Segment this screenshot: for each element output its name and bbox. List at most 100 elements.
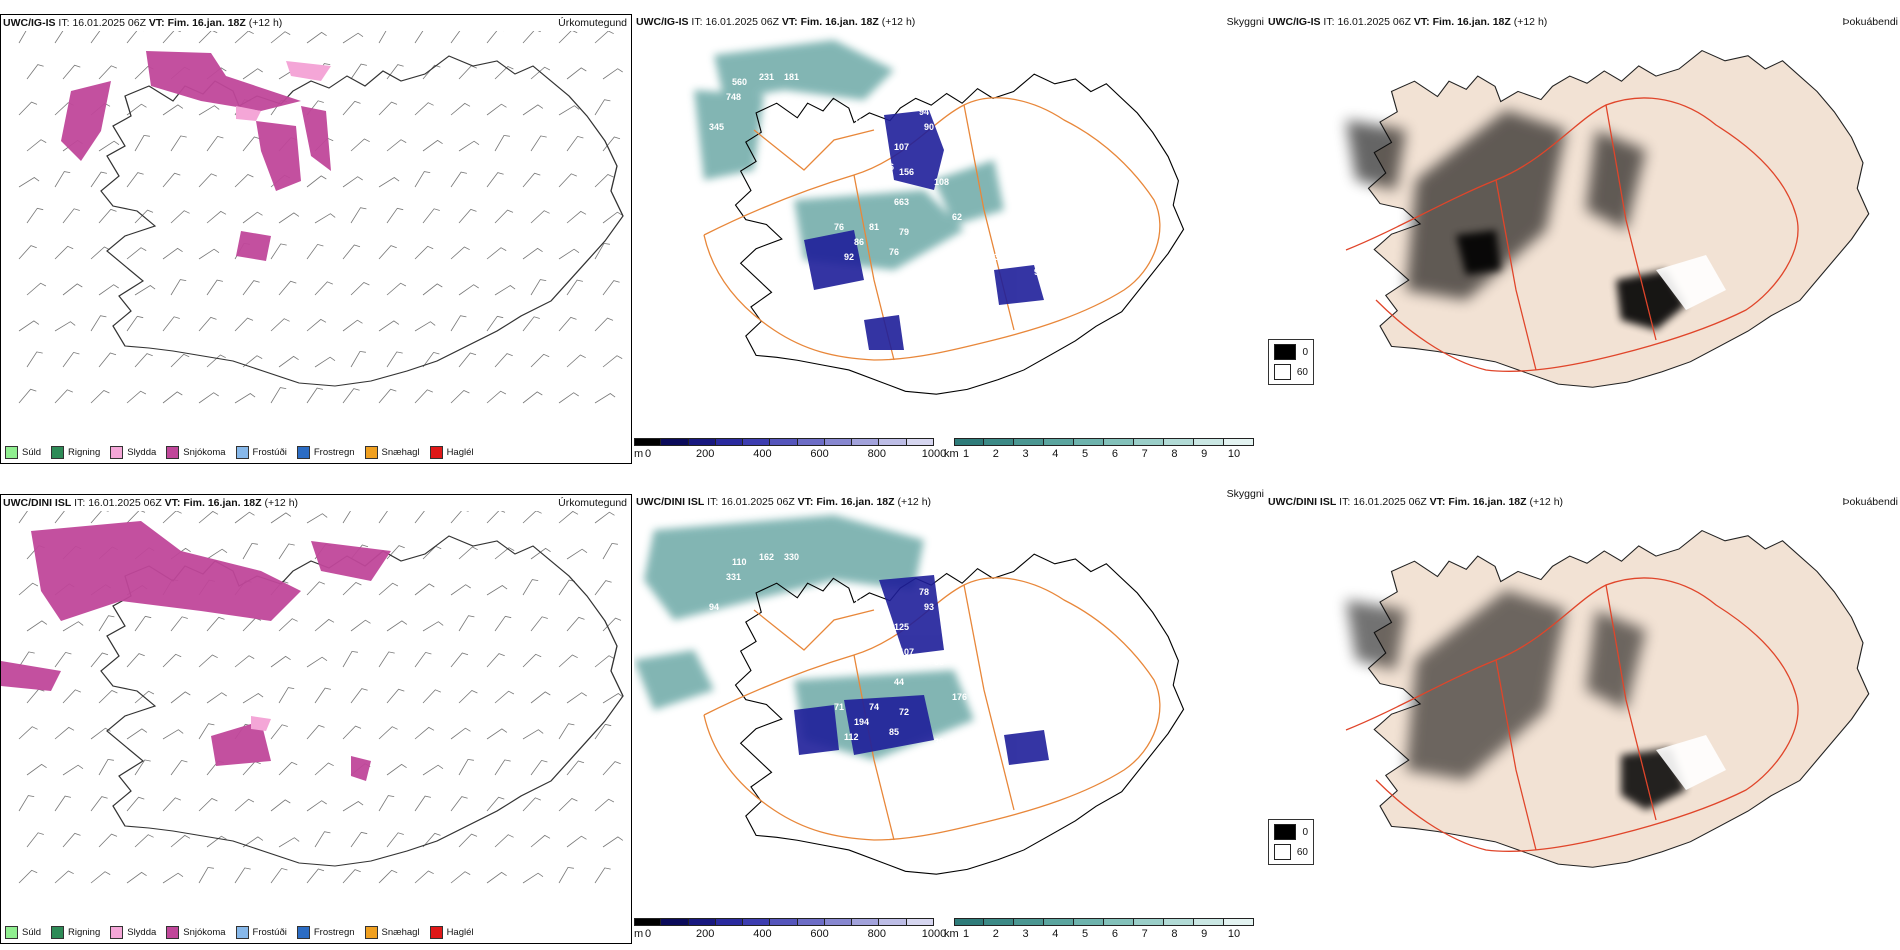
wind-barb [522,31,541,44]
wind-barb [98,352,117,368]
sleet-areas [251,716,271,731]
legend-swatch [296,926,310,939]
wind-barb [386,207,404,224]
wind-barb [170,834,191,848]
wind-barb [242,617,262,632]
wind-barb [594,31,614,44]
fog-legend-item: 0 [1274,824,1308,840]
ceiling-label: 331 [726,572,741,582]
wind-barb [522,247,543,260]
wind-barb [26,282,47,296]
legend-swatch [296,446,310,459]
ceiling-label: 115 [854,117,869,127]
wind-barb [54,245,74,260]
wind-barb [26,763,47,776]
wind-barb [198,654,218,668]
wind-barb [62,832,81,848]
wind-barb [378,245,397,260]
ceiling-label: 74 [869,702,879,712]
wind-barb [314,281,333,296]
wind-barb [350,282,370,296]
wind-barb [18,869,38,884]
wind-barb [306,868,325,884]
wind-barb [26,139,47,152]
wind-barb [278,355,299,368]
colorbar-tick: 7 [1141,928,1148,940]
wind-barb [350,350,366,368]
wind-barb [270,387,287,404]
wind-barb [450,246,470,260]
colorbar-cell [1014,918,1044,926]
wind-barb [90,871,111,884]
wind-barb [594,867,611,884]
wind-barb [54,651,72,668]
ceiling-label: 93 [924,602,934,612]
ceiling-label: 171 [804,112,819,122]
precip-panel-2: UWC/DINI ISL IT: 16.01.2025 06Z VT: Fim.… [0,494,632,944]
wind-barb [458,833,478,848]
wind-barb [522,316,540,332]
legend-item: Haglél [429,926,474,939]
wind-barb [26,207,44,224]
colorbar-tick: 600 [810,448,829,460]
panel-header: UWC/DINI ISL IT: 16.01.2025 06Z VT: Fim.… [1268,496,1564,508]
colorbar-cell [852,438,880,446]
wind-barb [234,31,254,44]
wind-barb [350,138,370,152]
wind-barb [198,173,217,188]
legend-item: Snæhagl [364,926,420,939]
colorbar-tick: 7 [1141,448,1148,460]
wind-barb [522,511,542,524]
wind-barb [90,652,109,668]
legend-swatch [166,926,180,939]
road-network [1345,97,1799,372]
wind-barb [306,581,325,596]
wind-barb [126,247,147,260]
wind-barb [54,31,64,44]
wind-barb [558,316,577,332]
panel-header: UWC/IG-IS IT: 16.01.2025 06Z VT: Fim. 16… [3,17,283,29]
wind-barb [234,655,255,668]
wind-barb [162,729,184,740]
colorbar-cell [743,918,771,926]
colorbar-cell [688,918,716,926]
colorbar-cell [1164,438,1194,446]
wind-barb [378,726,398,740]
colorbar-tick: 600 [810,928,829,940]
precip-map [1,511,624,884]
wind-barb [458,284,479,296]
wind-barb [422,208,440,224]
colorbar-tick: 0 [644,448,652,460]
ceiling-colorbar [634,918,934,926]
wind-barb [602,211,623,224]
wind-barb [134,353,153,368]
wind-barb [198,723,215,740]
colorbar-cell [1164,918,1194,926]
ceiling-label: 94 [919,107,929,117]
cloud-panel-2: UWC/DINI ISL IT: 16.01.2025 06Z VT: Fim.… [634,488,1264,944]
legend-item: Rigning [51,446,100,459]
ceiling-label: 92 [844,252,854,262]
ceiling-label: 112 [844,732,859,742]
wind-barb [98,140,120,152]
wind-barb [414,726,435,740]
wind-barb [126,31,144,44]
wind-barb [494,834,514,848]
wind-barb [270,512,292,524]
wind-barb [458,208,477,224]
wind-barb [494,353,513,368]
legend-item: Slydda [110,926,156,939]
wind-barb [170,135,187,152]
precip-legend: Súld Rigning Slydda Snjókoma Frostúði Fr… [5,446,474,459]
wind-barb [270,724,288,740]
glacier-area [1656,255,1726,310]
wind-barb [422,621,444,632]
wind-barb [602,68,623,80]
colorbar-tick: 200 [696,928,715,940]
wind-barb [566,835,587,848]
wind-barb [90,315,107,332]
wind-barb [522,391,543,404]
ceiling-label: 125 [894,622,909,632]
ceiling-labels: 110 162 330 331 159 94 122 78 93 125 108 67 107 86 44 7… [709,552,967,747]
